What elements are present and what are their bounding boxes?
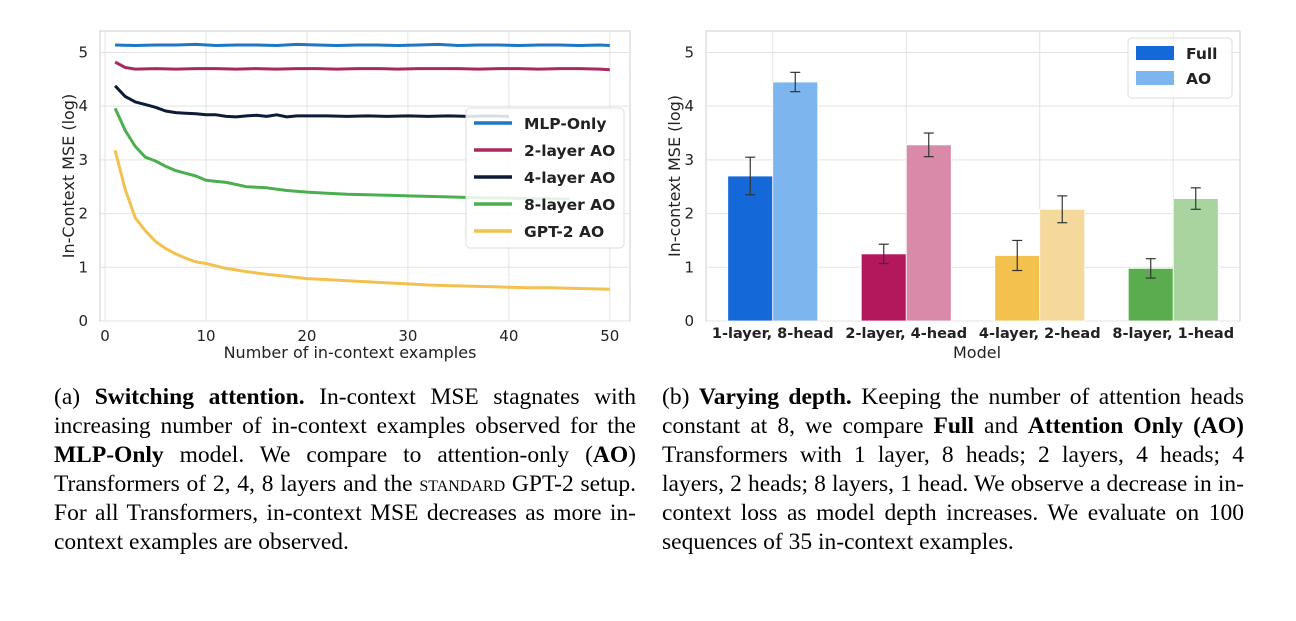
caption-b-label: (b) bbox=[662, 384, 699, 410]
legend-swatch bbox=[1136, 71, 1174, 85]
caption-a: (a) Switching attention. In-context MSE … bbox=[54, 383, 636, 557]
y-tick-label: 5 bbox=[684, 43, 694, 61]
x-tick-label: 30 bbox=[398, 327, 417, 345]
y-tick-label: 0 bbox=[78, 312, 88, 330]
caption-a-text-1: In-context MSE stagnates with increasing… bbox=[54, 384, 636, 439]
bar-ao bbox=[1039, 208, 1086, 322]
legend-label: 4-layer AO bbox=[524, 169, 615, 187]
category-label: 2-layer, 4-head bbox=[845, 326, 967, 342]
bar-ao bbox=[772, 81, 819, 322]
x-axis-label: Model bbox=[953, 343, 1001, 362]
y-axis-label: In-context MSE (log) bbox=[665, 95, 684, 257]
category-label: 8-layer, 1-head bbox=[1112, 326, 1234, 342]
bar-full bbox=[727, 175, 774, 322]
caption-a-bold-ao: AO bbox=[592, 442, 629, 468]
caption-a-label: (a) bbox=[54, 384, 95, 410]
legend-label: 8-layer AO bbox=[524, 196, 615, 214]
caption-b: (b) Varying depth. Keeping the number of… bbox=[662, 383, 1244, 557]
bar-ao bbox=[1172, 198, 1219, 322]
y-tick-label: 1 bbox=[78, 258, 88, 276]
caption-a-bold-mlp: MLP-Only bbox=[54, 442, 164, 468]
y-tick-label: 2 bbox=[78, 205, 88, 223]
category-label: 4-layer, 2-head bbox=[979, 326, 1101, 342]
x-tick-label: 10 bbox=[196, 327, 215, 345]
y-tick-label: 4 bbox=[78, 97, 88, 115]
caption-b-text-3: Transformers with 1 layer, 8 heads; 2 la… bbox=[662, 442, 1244, 555]
caption-b-text-1: Keeping the number of attention heads co… bbox=[662, 384, 1244, 439]
caption-a-standard: standard bbox=[419, 471, 506, 497]
legend-label: Full bbox=[1186, 45, 1217, 63]
series-line bbox=[114, 60, 610, 72]
x-tick-label: 40 bbox=[499, 327, 518, 345]
legend-label: AO bbox=[1186, 70, 1211, 88]
caption-b-bold-full: Full bbox=[933, 413, 974, 439]
x-tick-label: 0 bbox=[100, 327, 110, 345]
category-label: 1-layer, 8-head bbox=[712, 326, 834, 342]
legend-swatch bbox=[1136, 46, 1174, 60]
caption-a-text-4: GPT-2 setup. For all Transformers, in-co… bbox=[54, 471, 637, 555]
caption-b-bold-ao: Attention Only (AO) bbox=[1028, 413, 1244, 439]
chart-varying-depth: 0 1 2 3 4 5 1-layer, 8-head 2-layer, 4-head 4-la… bbox=[665, 30, 1241, 362]
caption-b-text-2: and bbox=[973, 413, 1029, 439]
y-tick-label: 3 bbox=[684, 151, 694, 169]
y-tick-label: 3 bbox=[78, 151, 88, 169]
legend-label: 2-layer AO bbox=[524, 142, 615, 160]
legend-label: MLP-Only bbox=[524, 115, 606, 133]
caption-a-title: Switching attention. bbox=[94, 384, 305, 410]
y-tick-label: 2 bbox=[684, 205, 694, 223]
series-line bbox=[115, 42, 610, 47]
y-tick-label: 1 bbox=[684, 258, 694, 276]
series-line bbox=[114, 84, 509, 119]
y-tick-label: 0 bbox=[684, 312, 694, 330]
caption-b-title: Varying depth. bbox=[698, 384, 852, 410]
legend-box bbox=[465, 107, 625, 249]
series-line bbox=[113, 149, 610, 291]
x-tick-label: 50 bbox=[600, 327, 619, 345]
y-tick-label: 4 bbox=[684, 97, 694, 115]
bar-ao bbox=[905, 144, 952, 322]
x-tick-label: 20 bbox=[297, 327, 316, 345]
caption-a-text-2: model. We compare to attention-only ( bbox=[163, 442, 593, 468]
x-axis-label: Number of in-context examples bbox=[224, 343, 477, 362]
legend-label: GPT-2 AO bbox=[524, 223, 604, 241]
caption-a-text-3: ) Transformers of 2, 4, 8 layers and the bbox=[54, 442, 636, 497]
y-axis-label: In-Context MSE (log) bbox=[59, 94, 78, 258]
y-tick-label: 5 bbox=[78, 43, 88, 61]
